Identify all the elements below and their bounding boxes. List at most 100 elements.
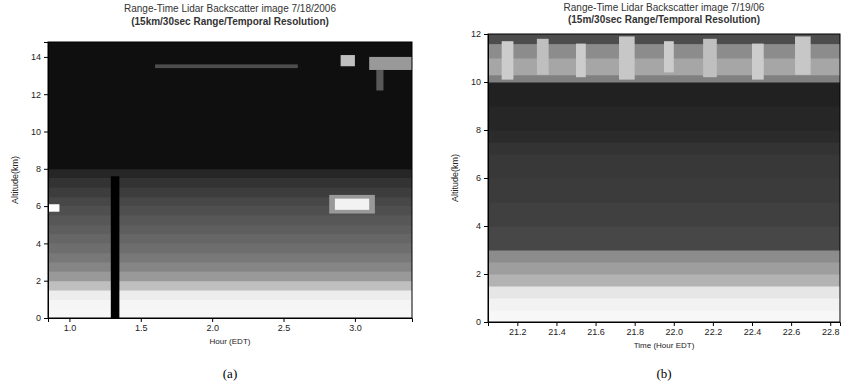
backscatter-feature (335, 199, 369, 210)
backscatter-feature (576, 44, 586, 78)
tick-label: 22.8 (822, 327, 840, 337)
backscatter-band (48, 299, 412, 309)
backscatter-band (488, 154, 840, 179)
backscatter-feature (376, 70, 383, 91)
backscatter-band (48, 178, 412, 188)
tick-mark (44, 243, 48, 244)
panel: 1.01.52.02.53.002468101214Range-Time Lid… (10, 3, 413, 381)
backscatter-feature (703, 39, 717, 77)
tick-mark (44, 57, 48, 58)
backscatter-band (48, 281, 412, 291)
tick: 21.4 (548, 322, 566, 337)
y-axis: 024681012 (471, 29, 489, 327)
tick: 1.5 (135, 318, 148, 333)
tick: 22.0 (666, 322, 684, 337)
tick-label: 21.6 (587, 327, 605, 337)
x-axis-title: Time (Hour EDT) (634, 341, 695, 350)
tick-mark (713, 322, 714, 326)
tick: 0 (36, 313, 48, 323)
backscatter-band (488, 274, 840, 287)
backscatter-band (488, 286, 840, 299)
tick-label: 2.0 (206, 323, 219, 333)
tick-mark (141, 318, 142, 322)
tick-mark (674, 322, 675, 326)
backscatter-feature (329, 195, 375, 214)
backscatter-band (488, 262, 840, 275)
tick: 2.0 (206, 318, 219, 333)
tick-mark (44, 281, 48, 282)
backscatter-band (488, 310, 840, 322)
tick: 8 (476, 125, 488, 135)
plot-frame (488, 34, 840, 322)
tick-label: 2 (476, 269, 481, 279)
backscatter-feature (795, 36, 811, 74)
tick-mark (212, 318, 213, 322)
tick: 14 (31, 52, 48, 62)
tick: 6 (36, 201, 48, 211)
tick: 8 (36, 164, 48, 174)
tick: 21.6 (587, 322, 605, 337)
backscatter-image (488, 34, 840, 322)
tick-mark (484, 178, 488, 179)
panel: 21.221.421.621.822.022.222.422.622.80246… (450, 2, 841, 381)
tick: 6 (476, 173, 488, 183)
tick: 2.5 (278, 318, 291, 333)
title: Range-Time Lidar Backscatter image 7/19/… (564, 2, 765, 13)
tick-label: 4 (476, 221, 481, 231)
axis-line (44, 43, 49, 319)
tick-mark (355, 318, 356, 322)
backscatter-band (488, 130, 840, 143)
tick-label: 8 (476, 125, 481, 135)
tick-label: 12 (471, 29, 481, 39)
tick: 10 (31, 127, 48, 137)
tick: 21.2 (509, 322, 527, 337)
backscatter-band (488, 178, 840, 203)
backscatter-band (488, 82, 840, 107)
tick-label: 2 (36, 276, 41, 286)
title: Range-Time Lidar Backscatter image 7/18/… (124, 3, 336, 14)
backscatter-feature (619, 36, 635, 79)
backscatter-band (48, 42, 412, 169)
backscatter-feature (48, 204, 59, 211)
tick: 2 (36, 276, 48, 286)
backscatter-band (488, 202, 840, 227)
tick-label: 10 (471, 77, 481, 87)
backscatter-band (488, 75, 840, 83)
backscatter-band (48, 169, 412, 179)
tick: 22.4 (744, 322, 762, 337)
y-axis-title: Altitude(km) (450, 154, 460, 202)
tick: 22.8 (822, 322, 840, 337)
axis-line (49, 319, 413, 323)
tick-label: 22.4 (744, 327, 762, 337)
plot-frame (48, 42, 412, 318)
tick: 22.2 (705, 322, 723, 337)
tick-mark (484, 34, 488, 35)
backscatter-band (488, 142, 840, 155)
tick-label: 14 (31, 52, 41, 62)
backscatter-band (48, 243, 412, 253)
backscatter-band (48, 234, 412, 244)
x-axis: 21.221.421.621.822.022.222.422.622.8 (489, 322, 841, 337)
y-axis-title: Altitude(km) (10, 156, 20, 204)
tick: 22.6 (783, 322, 801, 337)
tick-mark (69, 318, 70, 322)
tick-label: 6 (36, 201, 41, 211)
tick: 12 (471, 29, 488, 39)
backscatter-band (488, 298, 840, 311)
backscatter-band (488, 226, 840, 251)
tick-label: 1.5 (135, 323, 148, 333)
tick-mark (484, 130, 488, 131)
tick: 10 (471, 77, 488, 87)
tick-mark (484, 274, 488, 275)
tick-label: 21.2 (509, 327, 527, 337)
tick-mark (44, 132, 48, 133)
tick: 12 (31, 90, 48, 100)
tick-mark (484, 226, 488, 227)
panel-label: (a) (223, 366, 237, 381)
tick: 4 (476, 221, 488, 231)
tick-label: 22.0 (666, 327, 684, 337)
backscatter-band (48, 225, 412, 235)
backscatter-band (48, 253, 412, 263)
backscatter-band (48, 262, 412, 272)
x-axis: 1.01.52.02.53.0 (49, 318, 413, 333)
